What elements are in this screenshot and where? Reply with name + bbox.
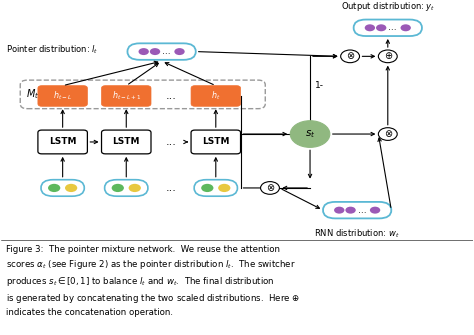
Text: RNN distribution: $w_t$: RNN distribution: $w_t$ — [314, 228, 400, 240]
Circle shape — [290, 121, 330, 147]
Circle shape — [341, 50, 359, 63]
Text: ⊗: ⊗ — [266, 183, 274, 193]
FancyBboxPatch shape — [38, 86, 87, 106]
Text: Output distribution: $y_t$: Output distribution: $y_t$ — [341, 0, 435, 13]
Circle shape — [401, 24, 411, 31]
Circle shape — [370, 207, 380, 214]
Circle shape — [201, 184, 213, 192]
FancyBboxPatch shape — [105, 180, 148, 196]
FancyBboxPatch shape — [354, 19, 422, 36]
Text: $M_t$: $M_t$ — [27, 87, 40, 101]
Circle shape — [65, 184, 77, 192]
Text: LSTM: LSTM — [202, 137, 229, 146]
Text: ...: ... — [165, 137, 176, 147]
FancyBboxPatch shape — [41, 180, 84, 196]
Text: Pointer distribution: $l_t$: Pointer distribution: $l_t$ — [6, 44, 99, 56]
Circle shape — [138, 48, 149, 55]
Text: $h_t$: $h_t$ — [211, 90, 220, 102]
FancyBboxPatch shape — [191, 130, 240, 154]
Circle shape — [365, 24, 375, 31]
Text: LSTM: LSTM — [112, 137, 140, 146]
Circle shape — [150, 48, 160, 55]
Circle shape — [218, 184, 230, 192]
Circle shape — [378, 50, 397, 63]
Text: ...: ... — [388, 23, 397, 32]
Circle shape — [128, 184, 141, 192]
Text: Figure 3:  The pointer mixture network.  We reuse the attention
scores $\alpha_t: Figure 3: The pointer mixture network. W… — [6, 245, 300, 317]
FancyBboxPatch shape — [194, 180, 237, 196]
Circle shape — [112, 184, 124, 192]
FancyBboxPatch shape — [38, 130, 87, 154]
Text: ...: ... — [165, 91, 176, 101]
Circle shape — [376, 24, 386, 31]
Text: $h_{t-L}$: $h_{t-L}$ — [53, 90, 72, 102]
Circle shape — [378, 128, 397, 140]
Text: ⊗: ⊗ — [346, 51, 354, 61]
Text: ...: ... — [165, 183, 176, 193]
FancyBboxPatch shape — [101, 130, 151, 154]
Text: ⊗: ⊗ — [384, 129, 392, 139]
FancyBboxPatch shape — [323, 202, 392, 218]
Circle shape — [334, 207, 345, 214]
Text: ⊕: ⊕ — [384, 51, 392, 61]
Circle shape — [174, 48, 185, 55]
Circle shape — [261, 182, 279, 194]
Text: ...: ... — [357, 206, 366, 215]
Text: $h_{t-L+1}$: $h_{t-L+1}$ — [112, 90, 141, 102]
FancyBboxPatch shape — [128, 43, 196, 60]
Circle shape — [48, 184, 60, 192]
Text: LSTM: LSTM — [49, 137, 76, 146]
Circle shape — [346, 207, 356, 214]
FancyBboxPatch shape — [101, 86, 151, 106]
Text: ...: ... — [162, 47, 171, 56]
FancyBboxPatch shape — [191, 86, 240, 106]
Text: $s_t$: $s_t$ — [305, 128, 315, 140]
Text: 1-: 1- — [315, 81, 324, 90]
